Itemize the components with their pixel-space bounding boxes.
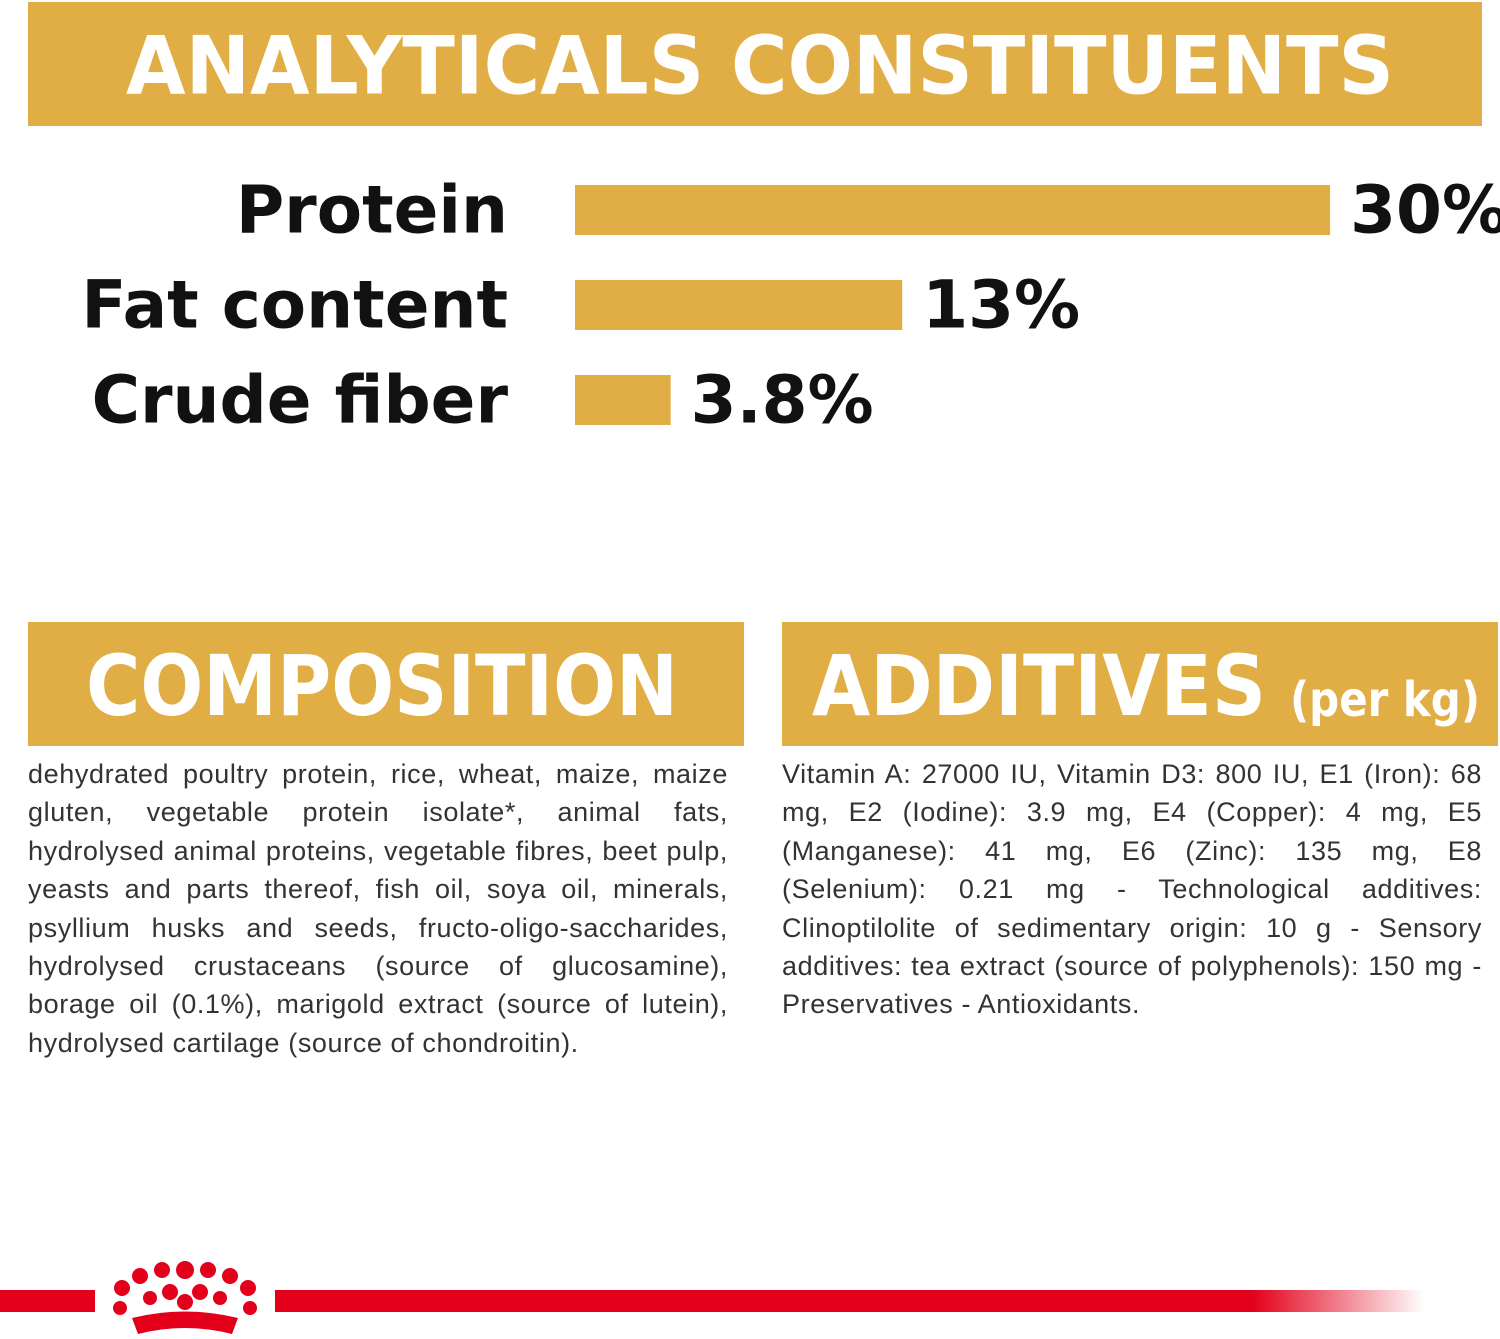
category-label: Protein [236,172,508,249]
category-label: Crude fiber [92,362,509,439]
bar [575,375,671,425]
red-line [0,1290,95,1312]
composition-title: COMPOSITION [86,637,678,735]
logo [0,1261,1425,1334]
value-label: 13% [922,267,1080,344]
value-label: 3.8% [691,362,874,439]
additives-title: ADDITIVES [812,637,1266,735]
value-label: 30% [1350,172,1500,249]
composition-text: dehydrated poultry protein, rice, wheat,… [28,759,728,1058]
bar [575,280,903,330]
bar [575,185,1331,235]
composition-banner [28,622,744,746]
chart-title: ANALYTICALS CONSTITUENTS [126,20,1394,113]
title-banner [28,2,1482,126]
additives-text: Vitamin A: 27000 IU, Vitamin D3: 800 IU,… [782,759,1482,1020]
additives-unit: (per kg) [1290,672,1480,728]
category-label: Fat content [81,267,508,344]
additives-banner [782,622,1498,746]
red-line [275,1290,1425,1312]
